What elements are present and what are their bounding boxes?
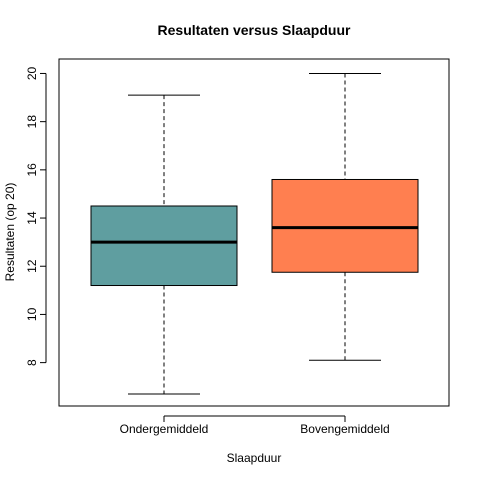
y-tick-label: 16 — [25, 163, 39, 177]
y-tick-label: 18 — [25, 115, 39, 129]
chart-title: Resultaten versus Slaapduur — [158, 22, 352, 38]
box-iqr — [90, 205, 238, 287]
y-tick-label: 14 — [25, 211, 39, 225]
x-axis-label: Slaapduur — [227, 451, 282, 465]
y-axis-label: Resultaten (op 20) — [3, 183, 17, 282]
y-tick-label: 10 — [25, 307, 39, 321]
y-tick-label: 20 — [25, 66, 39, 80]
x-tick-label: Ondergemiddeld — [120, 422, 209, 436]
y-tick-label: 12 — [25, 259, 39, 273]
box-iqr — [271, 178, 419, 273]
plot-frame — [58, 58, 450, 407]
x-tick-label: Bovengemiddeld — [300, 422, 389, 436]
y-tick-label: 8 — [25, 359, 39, 366]
